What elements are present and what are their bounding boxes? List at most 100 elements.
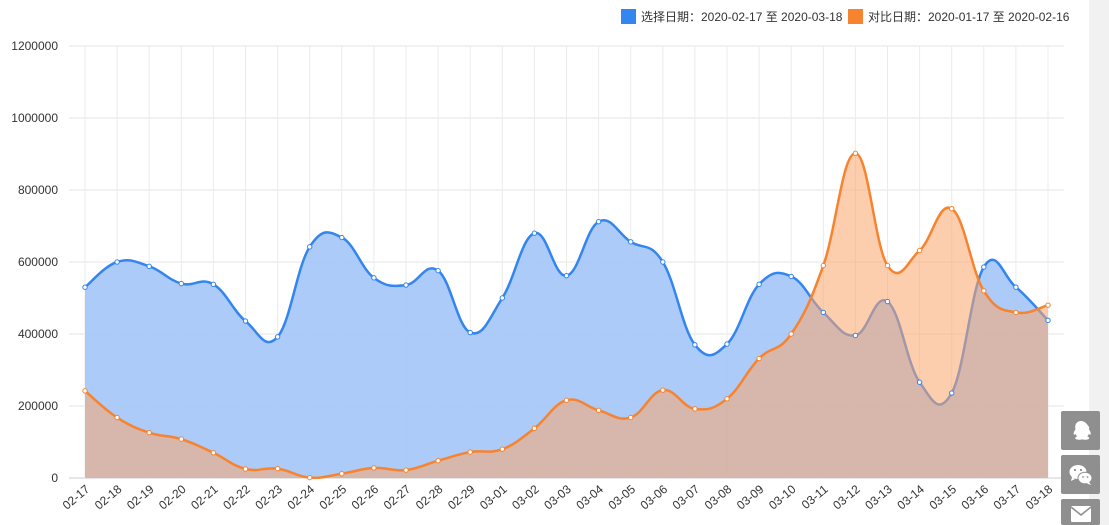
data-point-compare[interactable] [531, 425, 538, 432]
mail-button[interactable] [1061, 499, 1100, 525]
data-point-compare[interactable] [981, 288, 987, 294]
data-point-current[interactable] [916, 379, 923, 385]
x-tick-label: 02-25 [317, 482, 350, 513]
series-areas [84, 152, 1049, 480]
data-point-compare[interactable] [499, 446, 505, 452]
data-point-current[interactable] [467, 329, 473, 336]
data-point-compare[interactable] [1045, 302, 1051, 308]
x-tick-label: 03-08 [702, 482, 735, 513]
data-point-current[interactable] [820, 309, 826, 316]
x-tick-label: 03-01 [477, 482, 510, 513]
data-point-compare[interactable] [178, 436, 185, 442]
data-point-compare[interactable] [724, 396, 730, 402]
data-point-compare[interactable] [595, 407, 602, 414]
data-point-compare[interactable] [628, 414, 634, 421]
x-tick-label: 02-27 [381, 482, 414, 513]
data-point-current[interactable] [339, 234, 345, 241]
data-point-compare[interactable] [435, 458, 441, 464]
data-point-current[interactable] [884, 298, 891, 305]
legend-label-compare[interactable]: 对比日期：2020-01-17 至 2020-02-16 [868, 10, 1070, 24]
data-point-compare[interactable] [403, 467, 409, 473]
x-tick-label: 02-26 [349, 482, 382, 513]
data-point-compare[interactable] [788, 331, 794, 337]
x-tick-label: 02-29 [445, 482, 478, 513]
x-tick-label: 03-07 [670, 482, 703, 513]
data-point-current[interactable] [1045, 317, 1051, 324]
data-point-current[interactable] [1013, 284, 1019, 290]
x-tick-label: 03-05 [606, 482, 639, 513]
data-point-current[interactable] [242, 318, 249, 324]
data-point-current[interactable] [563, 272, 570, 279]
x-tick-label: 03-02 [509, 482, 542, 513]
data-point-compare[interactable] [82, 388, 88, 394]
data-point-compare[interactable] [371, 465, 377, 471]
data-point-compare[interactable] [467, 449, 473, 455]
data-point-current[interactable] [403, 282, 409, 288]
data-point-current[interactable] [178, 280, 185, 287]
x-tick-label: 03-10 [766, 482, 799, 513]
data-point-compare[interactable] [756, 355, 762, 362]
data-point-current[interactable] [371, 275, 377, 281]
data-point-compare[interactable] [339, 470, 345, 477]
x-tick-label: 02-19 [124, 482, 157, 513]
legend: 选择日期：2020-02-17 至 2020-03-18 对比日期：2020-0… [621, 9, 1070, 24]
data-point-current[interactable] [210, 281, 217, 288]
x-tick-label: 03-06 [638, 482, 671, 513]
y-tick-label: 1200000 [11, 39, 58, 53]
data-point-compare[interactable] [274, 465, 281, 472]
data-point-compare[interactable] [692, 406, 698, 412]
x-tick-label: 02-22 [220, 482, 253, 513]
data-point-compare[interactable] [852, 150, 859, 156]
data-point-current[interactable] [499, 295, 505, 301]
data-point-current[interactable] [981, 264, 987, 270]
qq-icon [1073, 420, 1091, 440]
x-tick-label: 03-12 [830, 482, 863, 513]
data-point-compare[interactable] [114, 414, 120, 421]
data-point-compare[interactable] [563, 397, 570, 403]
data-point-current[interactable] [724, 341, 730, 347]
data-point-compare[interactable] [660, 387, 666, 393]
wechat-icon [1069, 464, 1092, 485]
x-tick-label: 03-11 [799, 482, 831, 512]
data-point-current[interactable] [531, 230, 538, 236]
data-point-compare[interactable] [146, 429, 152, 436]
data-point-compare[interactable] [916, 247, 923, 254]
wechat-button[interactable] [1061, 455, 1100, 494]
x-tick-label: 02-18 [92, 482, 125, 513]
legend-label-current[interactable]: 选择日期：2020-02-17 至 2020-03-18 [641, 10, 843, 24]
data-point-compare[interactable] [210, 450, 217, 456]
data-point-current[interactable] [692, 342, 698, 348]
x-tick-label: 03-15 [927, 482, 960, 513]
mail-icon [1070, 506, 1091, 522]
data-point-current[interactable] [114, 259, 120, 265]
x-tick-label: 03-09 [734, 482, 767, 513]
data-point-compare[interactable] [884, 262, 891, 269]
data-point-current[interactable] [274, 334, 281, 340]
data-point-current[interactable] [949, 390, 955, 396]
data-point-compare[interactable] [1013, 309, 1019, 316]
data-point-compare[interactable] [242, 466, 249, 472]
data-point-current[interactable] [595, 218, 602, 225]
data-point-compare[interactable] [949, 206, 955, 212]
data-point-current[interactable] [628, 239, 634, 245]
data-point-current[interactable] [146, 263, 152, 270]
data-point-current[interactable] [435, 267, 441, 274]
x-tick-label: 03-13 [862, 482, 895, 513]
area-fill-compare [85, 153, 1048, 478]
data-point-current[interactable] [788, 273, 794, 280]
page-scrollbar[interactable] [1089, 0, 1109, 525]
qq-button[interactable] [1061, 411, 1100, 450]
data-point-current[interactable] [660, 259, 666, 265]
legend-swatch-compare[interactable] [848, 9, 863, 24]
data-point-current[interactable] [82, 284, 88, 290]
y-axis: 0 200000 400000 600000 800000 1000000 1200000 [11, 39, 58, 485]
legend-swatch-current[interactable] [621, 9, 636, 24]
x-tick-label: 03-04 [573, 482, 606, 513]
data-point-current[interactable] [307, 244, 313, 250]
y-tick-label: 800000 [18, 183, 58, 197]
data-point-compare[interactable] [307, 474, 313, 481]
data-point-compare[interactable] [820, 262, 826, 269]
data-point-current[interactable] [756, 281, 762, 288]
data-point-current[interactable] [852, 332, 859, 339]
